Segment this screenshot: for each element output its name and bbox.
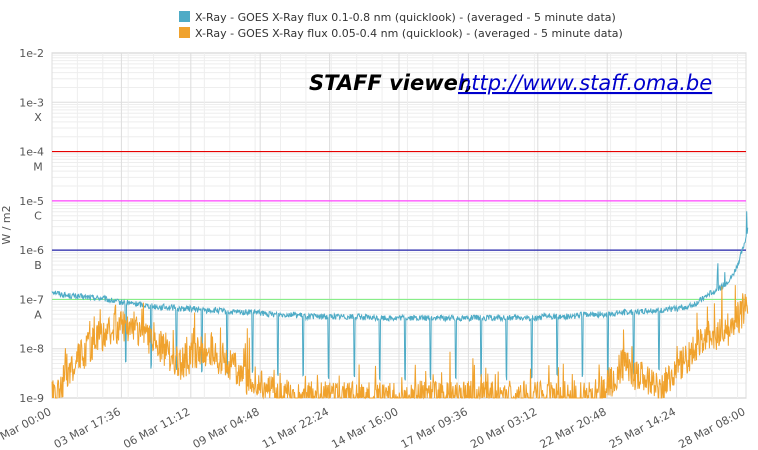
y-tick-label: 1e-5 bbox=[19, 195, 44, 208]
legend-swatch-short bbox=[179, 27, 190, 38]
x-tick-label: 01 Mar 00:00 bbox=[0, 405, 53, 450]
series-layer bbox=[51, 211, 749, 400]
legend-label-long: X-Ray - GOES X-Ray flux 0.1-0.8 nm (quic… bbox=[195, 11, 616, 24]
y-axis-title: W / m2 bbox=[0, 205, 13, 244]
y-tick-label: 1e-4 bbox=[19, 146, 44, 159]
y-tick-label: 1e-9 bbox=[19, 392, 44, 405]
legend[interactable]: X-Ray - GOES X-Ray flux 0.1-0.8 nm (quic… bbox=[179, 11, 623, 40]
y-tick-label: 1e-2 bbox=[19, 47, 44, 60]
y-tick-label: 1e-3 bbox=[19, 96, 44, 109]
flare-class-label: M bbox=[33, 160, 43, 173]
legend-item-long[interactable]: X-Ray - GOES X-Ray flux 0.1-0.8 nm (quic… bbox=[179, 11, 616, 24]
x-tick-label: 17 Mar 09:36 bbox=[399, 405, 470, 450]
flare-class-label: C bbox=[34, 210, 42, 223]
x-tick-label: 22 Mar 20:48 bbox=[538, 405, 609, 450]
threshold-lines bbox=[52, 150, 746, 301]
flare-class-label: A bbox=[34, 308, 42, 321]
legend-label-short: X-Ray - GOES X-Ray flux 0.05-0.4 nm (qui… bbox=[195, 27, 623, 40]
series-line-1 bbox=[51, 285, 749, 400]
x-tick-label: 06 Mar 11:12 bbox=[121, 405, 192, 450]
x-tick-label: 14 Mar 16:00 bbox=[329, 405, 400, 450]
y-tick-label: 1e-8 bbox=[19, 343, 44, 356]
watermark-link[interactable]: http://www.staff.oma.be bbox=[458, 71, 712, 95]
watermark: STAFF viewer, http://www.staff.oma.be bbox=[309, 71, 712, 95]
x-tick-label: 20 Mar 03:12 bbox=[468, 405, 539, 450]
x-tick-label: 11 Mar 22:24 bbox=[260, 405, 331, 450]
legend-item-short[interactable]: X-Ray - GOES X-Ray flux 0.05-0.4 nm (qui… bbox=[179, 27, 623, 40]
flare-class-labels: X M C B A bbox=[33, 111, 43, 321]
plot-area bbox=[51, 52, 749, 400]
y-axis: 1e-2 1e-3 1e-4 1e-5 1e-6 1e-7 1e-8 1e-9 bbox=[19, 47, 44, 405]
watermark-text: STAFF viewer, bbox=[309, 71, 473, 95]
series-line-0 bbox=[51, 211, 749, 382]
x-tick-label: 28 Mar 08:00 bbox=[676, 405, 747, 450]
x-tick-label: 25 Mar 14:24 bbox=[607, 405, 678, 450]
y-tick-label: 1e-6 bbox=[19, 244, 44, 257]
flare-class-label: X bbox=[34, 111, 42, 124]
flare-class-label: B bbox=[34, 259, 42, 272]
x-tick-label: 09 Mar 04:48 bbox=[191, 405, 262, 450]
y-tick-label: 1e-7 bbox=[19, 293, 44, 306]
x-tick-label: 03 Mar 17:36 bbox=[52, 405, 123, 450]
legend-swatch-long bbox=[179, 11, 190, 22]
